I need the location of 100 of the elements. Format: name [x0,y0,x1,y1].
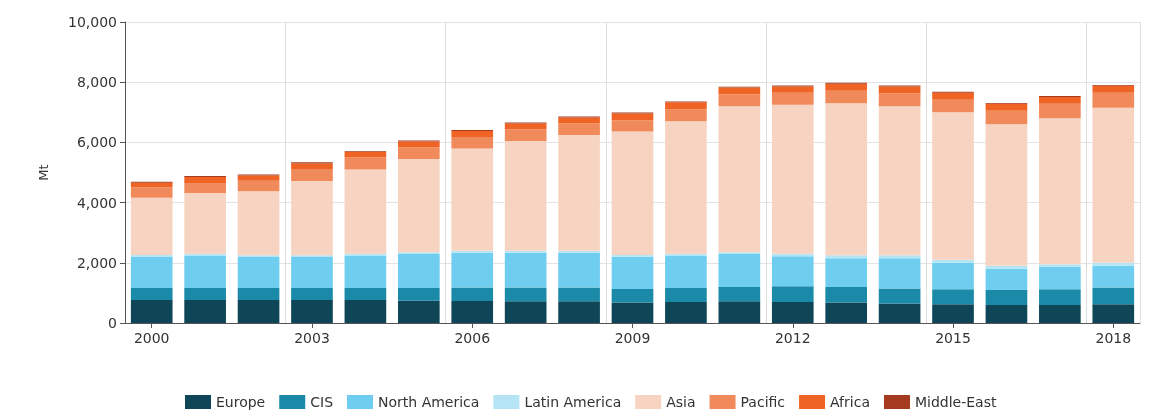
bar [397,300,440,323]
bar [665,121,707,254]
bar [611,131,654,255]
bar [932,304,974,323]
legend-label: Europe [216,394,266,410]
bar [932,112,974,260]
x-tick-label: 2000 [133,330,170,346]
bar [878,93,921,107]
bar [1092,107,1135,263]
bar [504,250,547,253]
x-tick-label: 2009 [614,330,651,346]
bar [878,303,921,323]
bar [1039,264,1081,267]
bar [558,250,600,253]
bar [932,92,974,100]
legend-label: Africa [830,394,870,410]
bar [932,262,974,290]
bar [1092,304,1135,323]
bar [344,300,387,323]
bar [504,252,547,288]
bar [451,252,494,288]
bar [825,103,868,256]
bar [932,99,974,113]
bar [718,286,761,302]
bar [558,134,600,251]
bar [291,180,333,256]
y-tick-label: 2,000 [76,254,117,271]
x-tick-label: 2012 [774,330,811,346]
bar [237,191,280,256]
legend-label: CIS [310,394,334,410]
bar [397,254,440,289]
legend-label: Middle-East [914,394,997,410]
bar [665,288,707,302]
bar [665,109,707,122]
bar [184,255,226,289]
legend-label: Pacific [740,394,786,410]
y-tick-label: 4,000 [76,194,117,211]
bar [130,197,173,255]
bar [985,110,1028,125]
bar [932,259,974,263]
bar [451,136,494,149]
bar [771,301,814,323]
bar [825,255,868,259]
bar [825,286,868,303]
y-tick-label: 0 [108,315,117,331]
bar [771,286,814,302]
bar [985,289,1028,305]
bar [344,152,387,158]
bar [344,157,387,170]
bar [344,288,387,301]
bar [237,180,280,192]
bar [558,123,600,135]
bar [344,169,387,254]
y-tick-label: 6,000 [76,134,117,151]
bar [985,103,1028,111]
bar [451,301,494,323]
bar [665,255,707,289]
bar [611,120,654,132]
bar [825,258,868,287]
bar [1092,265,1135,288]
bar [237,300,280,323]
bar [771,86,814,93]
bar [985,265,1028,269]
x-tick-label: 2015 [935,330,971,346]
bar [878,255,921,259]
bar [1092,92,1135,108]
bar [985,304,1028,323]
legend-label: Asia [666,394,696,410]
bar [825,302,868,323]
legend-label: Latin America [524,394,622,410]
bar [184,183,226,193]
bar [291,300,333,323]
bar [397,141,440,148]
bar [558,301,600,323]
bar [130,256,173,289]
bar [825,83,868,91]
bar [291,168,333,181]
bar [397,288,440,301]
bar [291,257,333,289]
bar [237,175,280,181]
legend-label: North America [378,394,480,410]
bar [1092,85,1135,93]
bar [878,86,921,94]
bar [771,104,814,254]
bar [184,300,226,323]
bar [932,289,974,305]
bar [1039,118,1081,265]
bar [130,288,173,301]
bar [558,252,600,288]
bar [451,250,494,253]
bar [665,301,707,323]
bar [1039,304,1081,323]
bar [1039,266,1081,290]
bar [878,258,921,289]
bar [718,254,761,287]
bar [825,90,868,104]
bar [611,288,654,303]
x-tick-label: 2018 [1095,330,1132,346]
bar [504,287,547,302]
bar [985,124,1028,266]
